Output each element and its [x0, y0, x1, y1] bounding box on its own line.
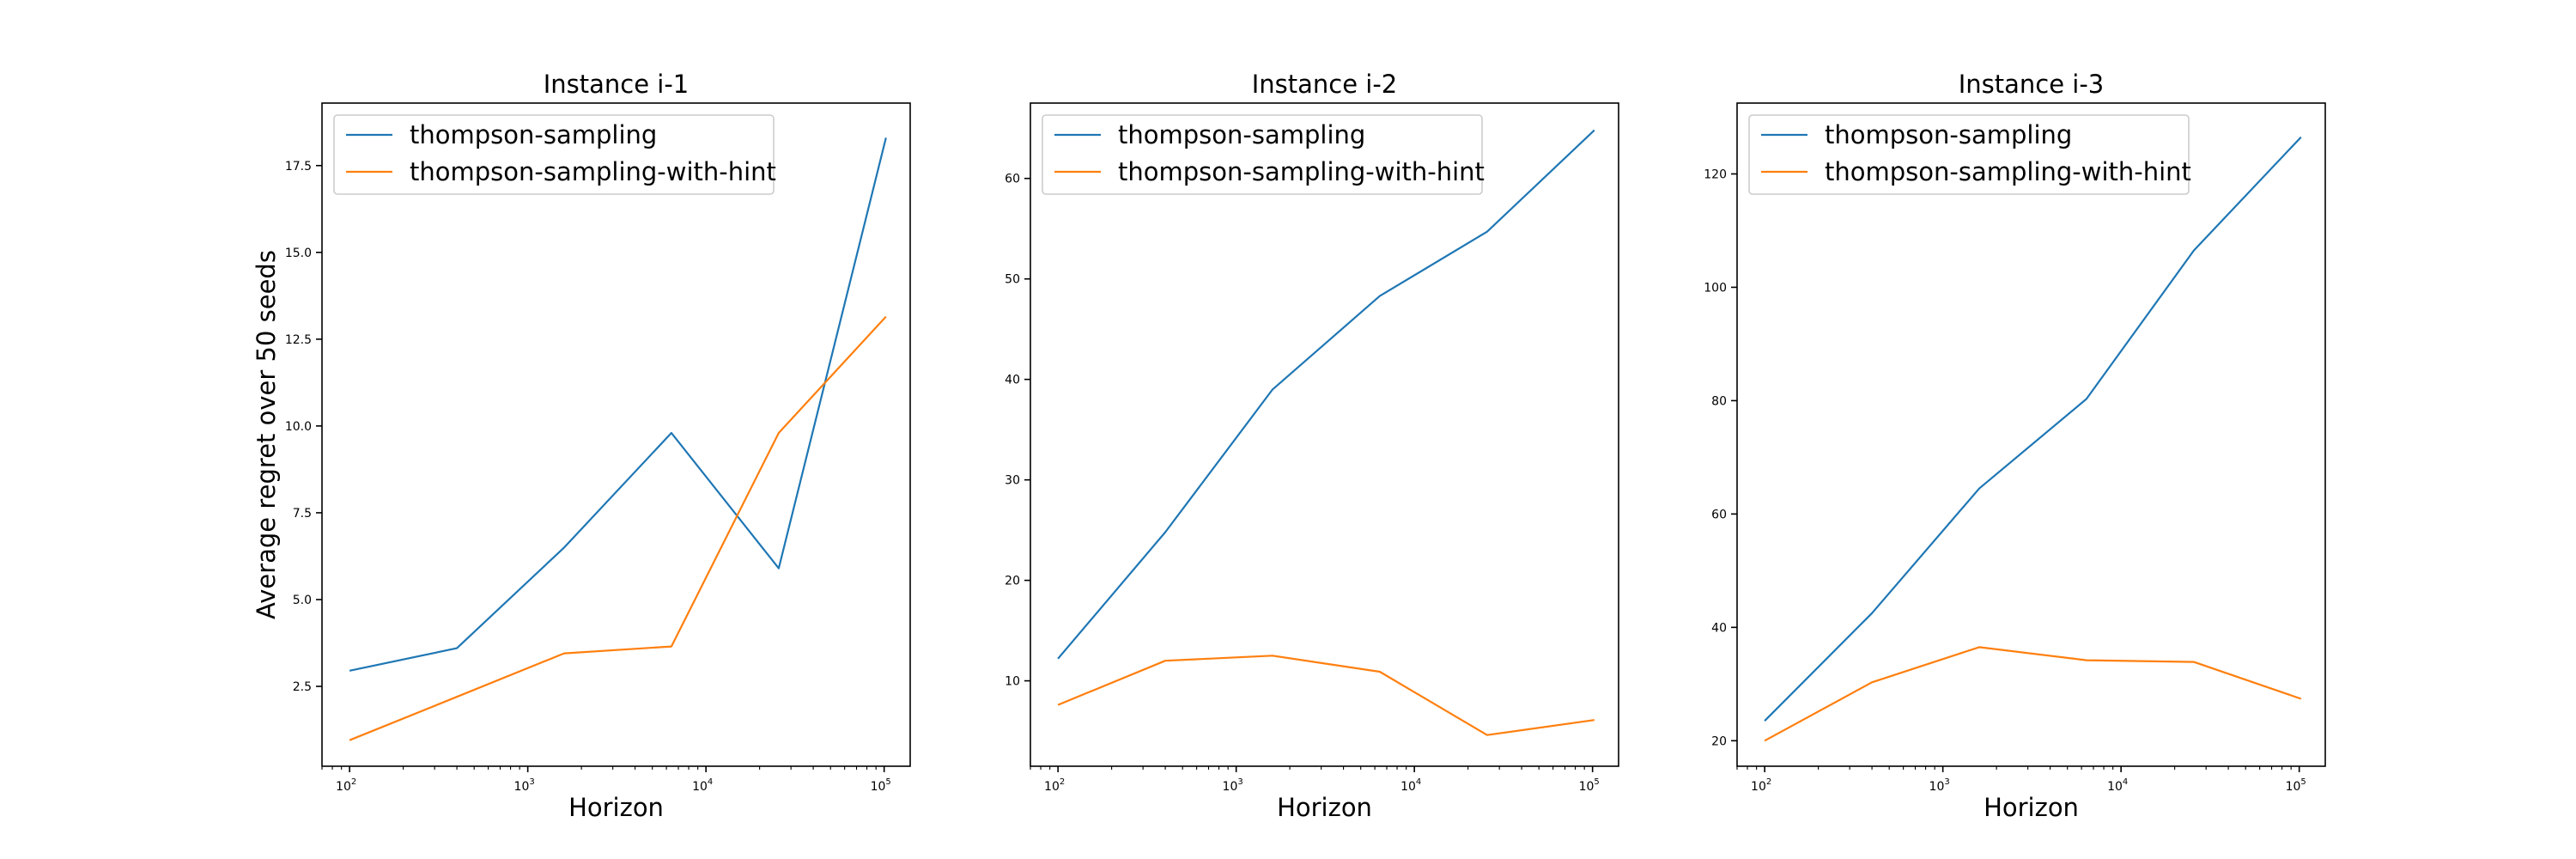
legend-entry-label: thompson-sampling: [410, 120, 657, 149]
series-line-thompson-sampling: [1764, 136, 2302, 722]
y-tick-label: 80: [1711, 394, 1727, 408]
x-tick-label: 104: [692, 777, 713, 794]
y-tick-label: 12.5: [285, 333, 312, 347]
legend-entry-label: thompson-sampling-with-hint: [410, 157, 776, 186]
y-tick-label: 40: [1005, 374, 1020, 387]
chart-title: Instance i-1: [544, 70, 690, 99]
x-tick-label: 103: [1223, 777, 1243, 794]
y-tick-label: 17.5: [285, 160, 312, 174]
legend-entry-label: thompson-sampling: [1118, 120, 1365, 149]
y-tick-label: 60: [1711, 508, 1727, 521]
legend: thompson-sampling thompson-sampling-with-…: [333, 114, 776, 195]
y-tick-label: 50: [1005, 273, 1020, 287]
x-axis-label: Horizon: [1984, 793, 2079, 822]
series-line-thompson-sampling: [1057, 129, 1595, 660]
x-tick-label: 103: [1929, 777, 1950, 794]
y-tick-label: 20: [1005, 575, 1020, 588]
legend-entry-label: thompson-sampling-with-hint: [1118, 157, 1485, 186]
y-tick-label: 100: [1704, 281, 1727, 295]
y-tick-label: 120: [1704, 168, 1727, 181]
legend-box: [333, 114, 775, 195]
y-tick-label: 20: [1711, 734, 1727, 748]
x-tick-label: 103: [514, 777, 535, 794]
x-tick-label: 104: [2107, 777, 2128, 794]
y-tick-label: 30: [1005, 474, 1020, 488]
x-tick-label: 104: [1400, 777, 1421, 794]
x-tick-label: 102: [1044, 777, 1065, 794]
legend-entry-label: thompson-sampling-with-hint: [1825, 157, 2191, 186]
chart-panel-2: 10 20 30 40 50 60 102 103 104 105 Instance i-2 Hori…: [1005, 70, 1619, 822]
x-tick-label: 102: [336, 777, 356, 794]
legend-box: [1748, 114, 2190, 195]
chart-panel-1: 2.5 5.0 7.5 10.0 12.5 15.0 17.5 102 103 104 105 Ins…: [252, 70, 911, 822]
y-tick-label: 40: [1711, 621, 1727, 635]
series-line-thompson-sampling-with-hint: [1057, 655, 1595, 736]
x-tick-label: 102: [1751, 777, 1771, 794]
axes-frame: [1736, 102, 2326, 767]
y-axis-label: Average regret over 50 seeds: [252, 250, 281, 619]
y-tick-label: 60: [1005, 173, 1020, 186]
legend-box: [1042, 114, 1483, 195]
x-tick-label: 105: [1579, 777, 1600, 794]
axes-frame: [321, 102, 911, 767]
y-tick-label: 5.0: [293, 594, 312, 607]
x-tick-label: 105: [871, 777, 891, 794]
y-tick-label: 2.5: [293, 680, 312, 694]
chart-title: Instance i-3: [1959, 70, 2105, 99]
x-tick-label: 105: [2286, 777, 2306, 794]
y-tick-label: 10.0: [285, 420, 312, 434]
x-axis-label: Horizon: [568, 793, 664, 822]
y-tick-label: 10: [1005, 675, 1020, 689]
series-line-thompson-sampling-with-hint: [349, 315, 887, 741]
chart-panel-3: 20 40 60 80 100 120 102 103 104 105 Instance i-3 Ho…: [1704, 70, 2326, 822]
y-tick-label: 15.0: [285, 247, 312, 260]
legend-entry-label: thompson-sampling: [1825, 120, 2072, 149]
legend: thompson-sampling thompson-sampling-with-…: [1748, 114, 2191, 195]
legend: thompson-sampling thompson-sampling-with-…: [1042, 114, 1485, 195]
series-line-thompson-sampling-with-hint: [1764, 646, 2302, 742]
chart-title: Instance i-2: [1252, 70, 1398, 99]
x-axis-label: Horizon: [1277, 793, 1372, 822]
series-line-thompson-sampling: [349, 137, 887, 672]
axes-frame: [1030, 102, 1619, 767]
y-tick-label: 7.5: [293, 507, 312, 521]
